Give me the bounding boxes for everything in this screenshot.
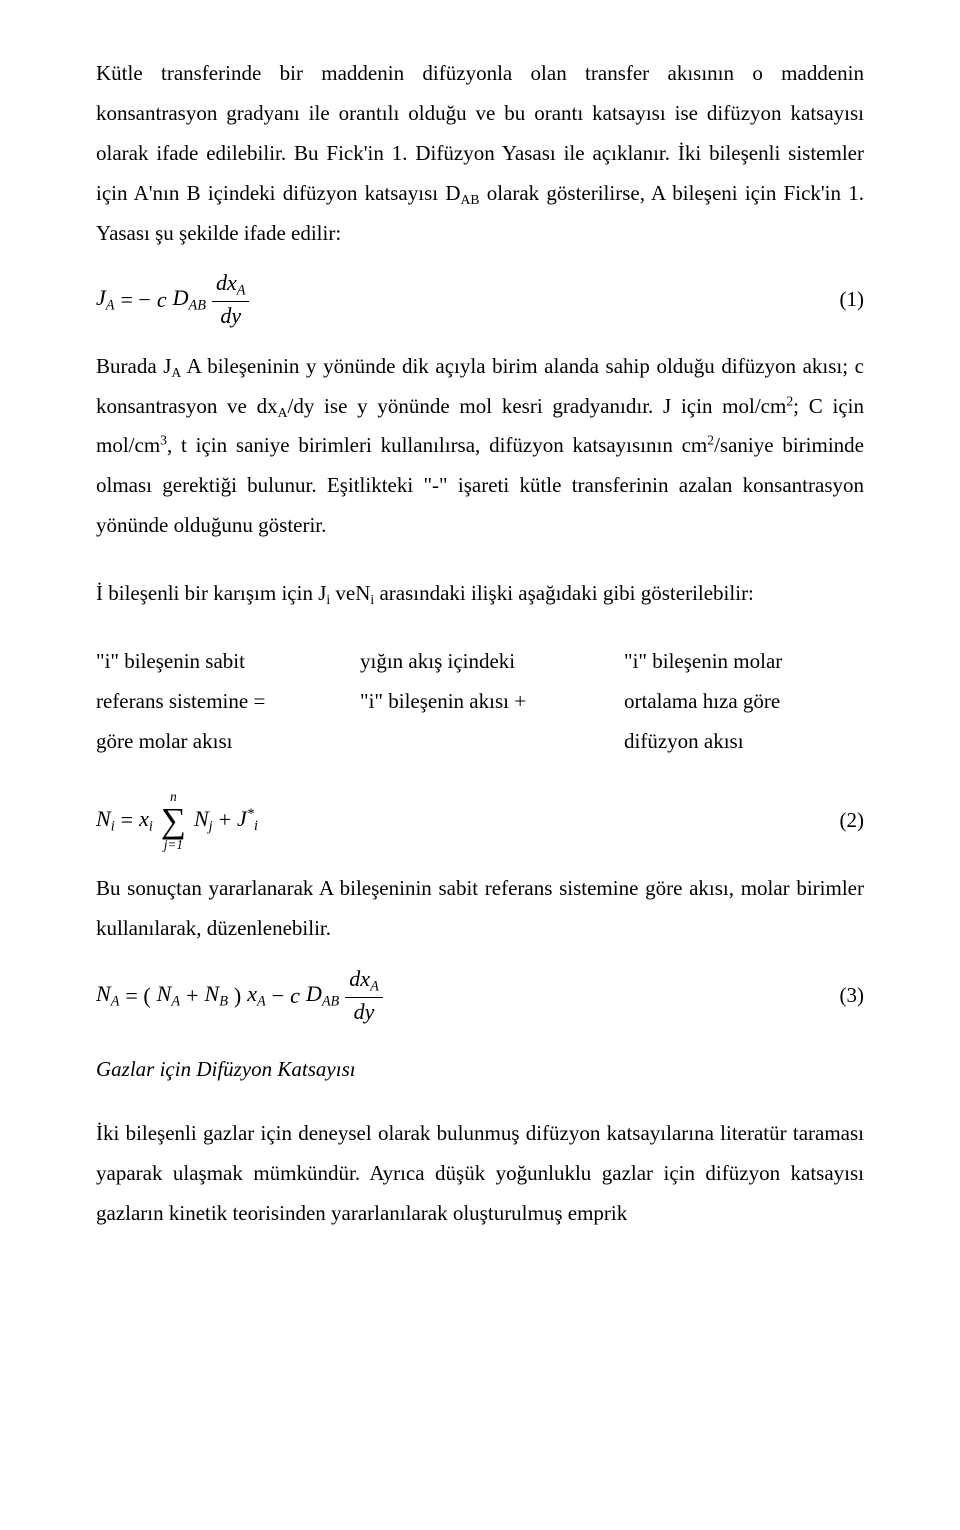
def-c1-l3: göre molar akısı	[96, 722, 336, 762]
eq3-eq: = (	[125, 985, 150, 1007]
eq1-D: DAB	[173, 287, 206, 313]
page: Kütle transferinde bir maddenin difüzyon…	[0, 0, 960, 1530]
eq2-x: xi	[139, 808, 153, 834]
eq3-N2: NA	[157, 983, 180, 1009]
eq1-c: c	[157, 289, 167, 311]
def-c1-l2: referans sistemine =	[96, 682, 336, 722]
def-c3-l3: difüzyon akısı	[624, 722, 864, 762]
def-col-2: yığın akış içindeki "i" bileşenin akısı …	[360, 642, 600, 762]
p2a-text: Burada J	[96, 354, 171, 378]
eq3-frac-den: dy	[350, 998, 379, 1024]
eq2-eq: =	[121, 809, 133, 831]
def-c3-l2: ortalama hıza göre	[624, 682, 864, 722]
equation-1: JA = − c DAB dxA dy (1)	[96, 271, 864, 328]
eq3-close: )	[234, 985, 241, 1007]
definition-grid: "i" bileşenin sabit referans sistemine =…	[96, 642, 864, 762]
eq1-frac-den: dy	[216, 302, 245, 328]
paragraph-2: Burada JA A bileşeninin y yönünde dik aç…	[96, 347, 864, 546]
p3a-mid: veN	[330, 581, 370, 605]
def-c1-l1: "i" bileşenin sabit	[96, 642, 336, 682]
p3b-tail: arasındaki ilişki aşağıdaki gibi gösteri…	[374, 581, 754, 605]
section-title: Gazlar için Difüzyon Katsayısı	[96, 1050, 864, 1090]
eq2-N: Ni	[96, 808, 115, 834]
paragraph-4: Bu sonuçtan yararlanarak A bileşeninin s…	[96, 869, 864, 949]
equation-2-number: (2)	[840, 801, 865, 841]
eq3-frac: dxA dy	[345, 967, 383, 1024]
eq2-Nj: Nj	[194, 808, 213, 834]
eq1-J: JA	[96, 287, 115, 313]
eq1-frac-num: dxA	[212, 271, 250, 302]
eq3-x: xA	[247, 983, 266, 1009]
eq3-N: NA	[96, 983, 119, 1009]
eq2-plus: +	[219, 809, 231, 831]
p2a-sub: A	[171, 365, 181, 380]
p2d-text: , t için saniye birimleri kullanılırsa, …	[167, 433, 707, 457]
eq1-frac: dxA dy	[212, 271, 250, 328]
p1-sub: AB	[461, 192, 480, 207]
equation-3: NA = ( NA + NB ) xA − c DAB dxA dy (3)	[96, 967, 864, 1024]
p2b-sub: A	[278, 405, 288, 420]
def-c2-l1: yığın akış içindeki	[360, 642, 600, 682]
equation-3-number: (3)	[840, 976, 865, 1016]
paragraph-5: İki bileşenli gazlar için deneysel olara…	[96, 1114, 864, 1234]
equation-2-body: Ni = xi n ∑ j=1 Nj + J*i	[96, 790, 258, 852]
def-col-3: "i" bileşenin molar ortalama hıza göre d…	[624, 642, 864, 762]
eq3-c: c	[290, 985, 300, 1007]
eq3-minus: −	[272, 985, 284, 1007]
p3a-text: İ bileşenli bir karışım için J	[96, 581, 326, 605]
eq3-plus: +	[186, 985, 198, 1007]
eq2-J: J*i	[237, 807, 258, 833]
eq3-N3: NB	[205, 983, 228, 1009]
p2-sup2: 3	[160, 433, 167, 448]
eq1-eq: = −	[121, 289, 151, 311]
equation-3-body: NA = ( NA + NB ) xA − c DAB dxA dy	[96, 967, 383, 1024]
equation-1-body: JA = − c DAB dxA dy	[96, 271, 249, 328]
paragraph-3: İ bileşenli bir karışım için Ji veNi ara…	[96, 574, 864, 614]
equation-2: Ni = xi n ∑ j=1 Nj + J*i (2)	[96, 790, 864, 852]
eq3-D: DAB	[306, 983, 339, 1009]
equation-1-number: (1)	[840, 280, 865, 320]
eq3-frac-num: dxA	[345, 967, 383, 998]
eq2-sigma-sym: ∑	[161, 803, 186, 838]
eq2-sigma: n ∑ j=1	[161, 790, 186, 852]
def-c3-l1: "i" bileşenin molar	[624, 642, 864, 682]
def-col-1: "i" bileşenin sabit referans sistemine =…	[96, 642, 336, 762]
p2b-tail: /dy ise y yönünde mol kesri gradyanıdır.…	[287, 394, 786, 418]
eq2-sigma-bot: j=1	[164, 838, 183, 851]
def-c2-l2: "i" bileşenin akısı +	[360, 682, 600, 722]
paragraph-1: Kütle transferinde bir maddenin difüzyon…	[96, 54, 864, 253]
